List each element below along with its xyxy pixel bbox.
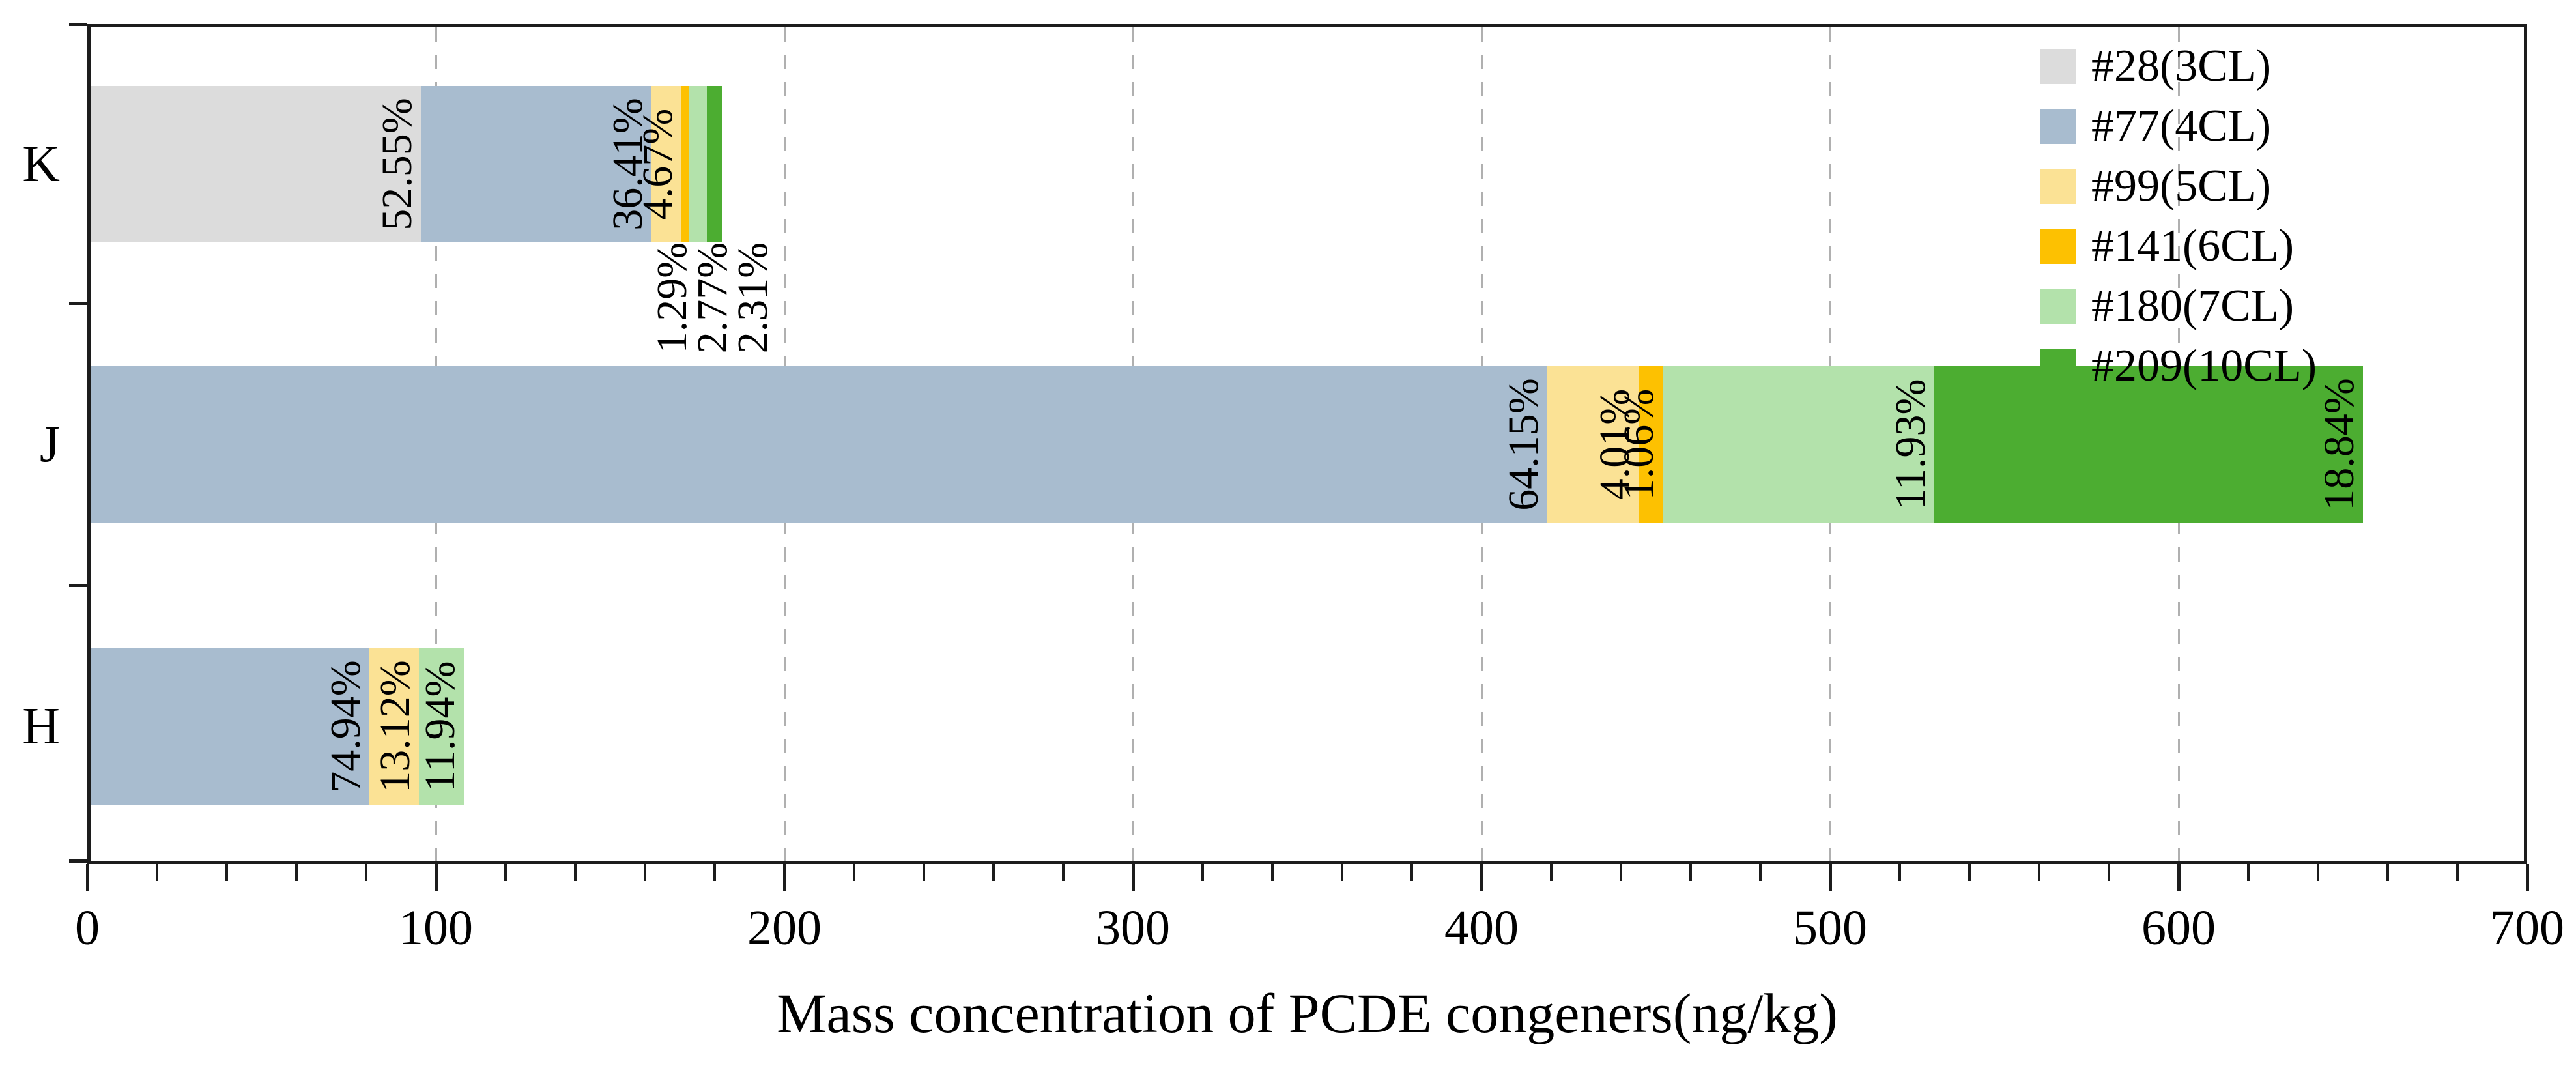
x-minor-tick-440 bbox=[1620, 864, 1622, 881]
x-minor-tick-220 bbox=[853, 864, 855, 881]
bar-K-segment-#77(4CL) bbox=[420, 86, 652, 242]
bar-J-segment-#209(10CL) bbox=[1934, 366, 2364, 523]
x-major-tick-300 bbox=[1131, 864, 1135, 891]
x-major-tick-500 bbox=[1828, 864, 1832, 891]
x-minor-tick-620 bbox=[2247, 864, 2250, 881]
x-minor-tick-160 bbox=[644, 864, 646, 881]
x-major-tick-600 bbox=[2177, 864, 2181, 891]
x-minor-tick-60 bbox=[295, 864, 298, 881]
x-major-tick-100 bbox=[434, 864, 438, 891]
x-minor-tick-380 bbox=[1410, 864, 1413, 881]
bar-H-segment-#180(7CL) bbox=[418, 648, 464, 805]
category-label-J: J bbox=[39, 416, 60, 473]
x-minor-tick-480 bbox=[1759, 864, 1762, 881]
x-minor-tick-260 bbox=[992, 864, 995, 881]
x-axis-title: Mass concentration of PCDE congeners(ng/… bbox=[777, 982, 1838, 1044]
x-major-tick-200 bbox=[782, 864, 786, 891]
bar-H-segment-#99(5CL) bbox=[369, 648, 419, 805]
bar-K-segment-#28(3CL) bbox=[87, 86, 421, 242]
x-minor-tick-580 bbox=[2108, 864, 2110, 881]
plot-frame bbox=[87, 24, 2527, 864]
y-tick-465 bbox=[69, 301, 87, 305]
x-minor-tick-460 bbox=[1689, 864, 1692, 881]
x-tick-label-500: 500 bbox=[1793, 900, 1867, 955]
x-major-tick-700 bbox=[2525, 864, 2529, 891]
x-minor-tick-240 bbox=[923, 864, 925, 881]
x-major-tick-0 bbox=[85, 864, 89, 891]
legend-label-#209(10CL): #209(10CL) bbox=[2091, 341, 2317, 391]
x-tick-label-600: 600 bbox=[2141, 900, 2216, 955]
x-minor-tick-560 bbox=[2038, 864, 2040, 881]
bar-K-segment-#99(5CL) bbox=[651, 86, 681, 242]
x-tick-label-0: 0 bbox=[75, 900, 100, 955]
x-tick-label-700: 700 bbox=[2490, 900, 2564, 955]
x-minor-tick-20 bbox=[156, 864, 158, 881]
bar-K-segment-#141(6CL) bbox=[681, 86, 690, 242]
x-minor-tick-80 bbox=[365, 864, 367, 881]
legend-label-#141(6CL): #141(6CL) bbox=[2091, 221, 2295, 271]
x-tick-label-100: 100 bbox=[399, 900, 473, 955]
bar-J-segment-#99(5CL) bbox=[1547, 366, 1639, 523]
x-minor-tick-180 bbox=[713, 864, 716, 881]
x-minor-tick-360 bbox=[1341, 864, 1343, 881]
x-minor-tick-640 bbox=[2317, 864, 2319, 881]
legend-swatch-#180(7CL) bbox=[2040, 289, 2076, 324]
category-label-K: K bbox=[22, 136, 60, 193]
y-tick-37 bbox=[69, 22, 87, 26]
legend-swatch-#141(6CL) bbox=[2040, 229, 2076, 264]
bar-K-segment-#209(10CL) bbox=[707, 86, 722, 242]
x-minor-tick-40 bbox=[225, 864, 228, 881]
legend-label-#28(3CL): #28(3CL) bbox=[2091, 41, 2272, 91]
x-minor-tick-320 bbox=[1201, 864, 1204, 881]
x-minor-tick-660 bbox=[2386, 864, 2389, 881]
bar-J-segment-#180(7CL) bbox=[1663, 366, 1934, 523]
bar-J-segment-#141(6CL) bbox=[1639, 366, 1663, 523]
x-minor-tick-680 bbox=[2456, 864, 2459, 881]
category-label-H: H bbox=[22, 698, 60, 755]
x-minor-tick-280 bbox=[1062, 864, 1065, 881]
x-minor-tick-340 bbox=[1271, 864, 1274, 881]
x-major-tick-400 bbox=[1480, 864, 1483, 891]
legend-label-#77(4CL): #77(4CL) bbox=[2091, 101, 2272, 151]
x-tick-label-200: 200 bbox=[747, 900, 822, 955]
bar-H-segment-#77(4CL) bbox=[87, 648, 369, 805]
x-minor-tick-420 bbox=[1550, 864, 1553, 881]
x-tick-label-400: 400 bbox=[1444, 900, 1519, 955]
y-tick-898 bbox=[69, 583, 87, 587]
legend-swatch-#77(4CL) bbox=[2040, 109, 2076, 144]
legend-label-#99(5CL): #99(5CL) bbox=[2091, 161, 2272, 211]
bar-K-segment-#180(7CL) bbox=[689, 86, 708, 242]
y-tick-1321 bbox=[69, 859, 87, 863]
x-minor-tick-140 bbox=[574, 864, 577, 881]
bar-J-segment-#77(4CL) bbox=[87, 366, 1548, 523]
legend-swatch-#209(10CL) bbox=[2040, 349, 2076, 384]
x-minor-tick-120 bbox=[504, 864, 507, 881]
legend-label-#180(7CL): #180(7CL) bbox=[2091, 281, 2295, 331]
legend-swatch-#28(3CL) bbox=[2040, 49, 2076, 84]
legend-swatch-#99(5CL) bbox=[2040, 169, 2076, 204]
x-tick-label-300: 300 bbox=[1096, 900, 1170, 955]
x-minor-tick-520 bbox=[1898, 864, 1901, 881]
x-minor-tick-540 bbox=[1968, 864, 1971, 881]
